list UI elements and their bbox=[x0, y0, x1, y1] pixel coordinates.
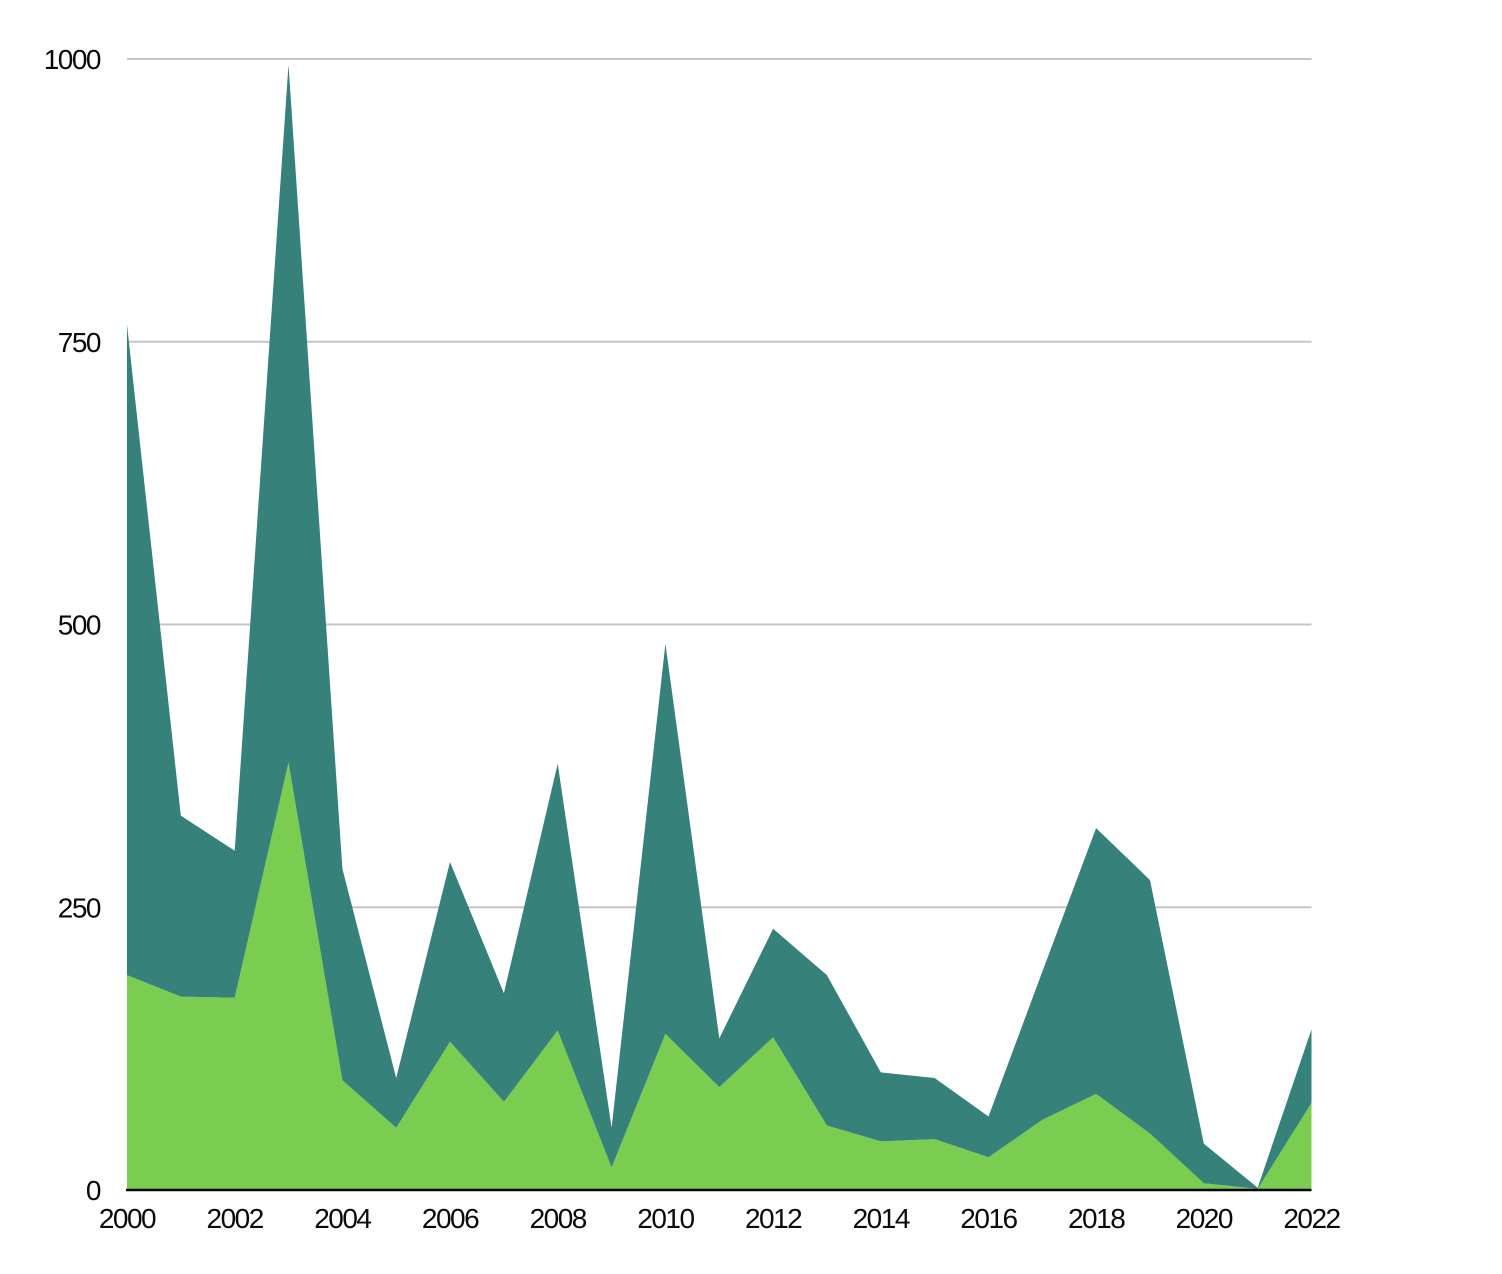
x-tick-label-2018: 2018 bbox=[1068, 1203, 1125, 1234]
y-tick-label-750: 750 bbox=[58, 327, 101, 358]
x-tick-label-2022: 2022 bbox=[1283, 1203, 1340, 1234]
x-tick-label-2012: 2012 bbox=[745, 1203, 802, 1234]
y-tick-label-500: 500 bbox=[58, 610, 101, 641]
x-tick-label-2006: 2006 bbox=[422, 1203, 479, 1234]
y-tick-label-250: 250 bbox=[58, 892, 101, 923]
x-tick-label-2014: 2014 bbox=[853, 1203, 910, 1234]
y-tick-label-0: 0 bbox=[86, 1175, 101, 1206]
x-tick-label-2000: 2000 bbox=[99, 1203, 156, 1234]
x-tick-label-2020: 2020 bbox=[1176, 1203, 1233, 1234]
x-tick-label-2010: 2010 bbox=[637, 1203, 694, 1234]
y-tick-label-1000: 1000 bbox=[44, 44, 101, 75]
x-tick-label-2002: 2002 bbox=[207, 1203, 264, 1234]
x-tick-label-2016: 2016 bbox=[960, 1203, 1017, 1234]
x-tick-label-2008: 2008 bbox=[530, 1203, 587, 1234]
area-bottom_green_series bbox=[127, 762, 1312, 1190]
x-tick-label-2004: 2004 bbox=[314, 1203, 371, 1234]
